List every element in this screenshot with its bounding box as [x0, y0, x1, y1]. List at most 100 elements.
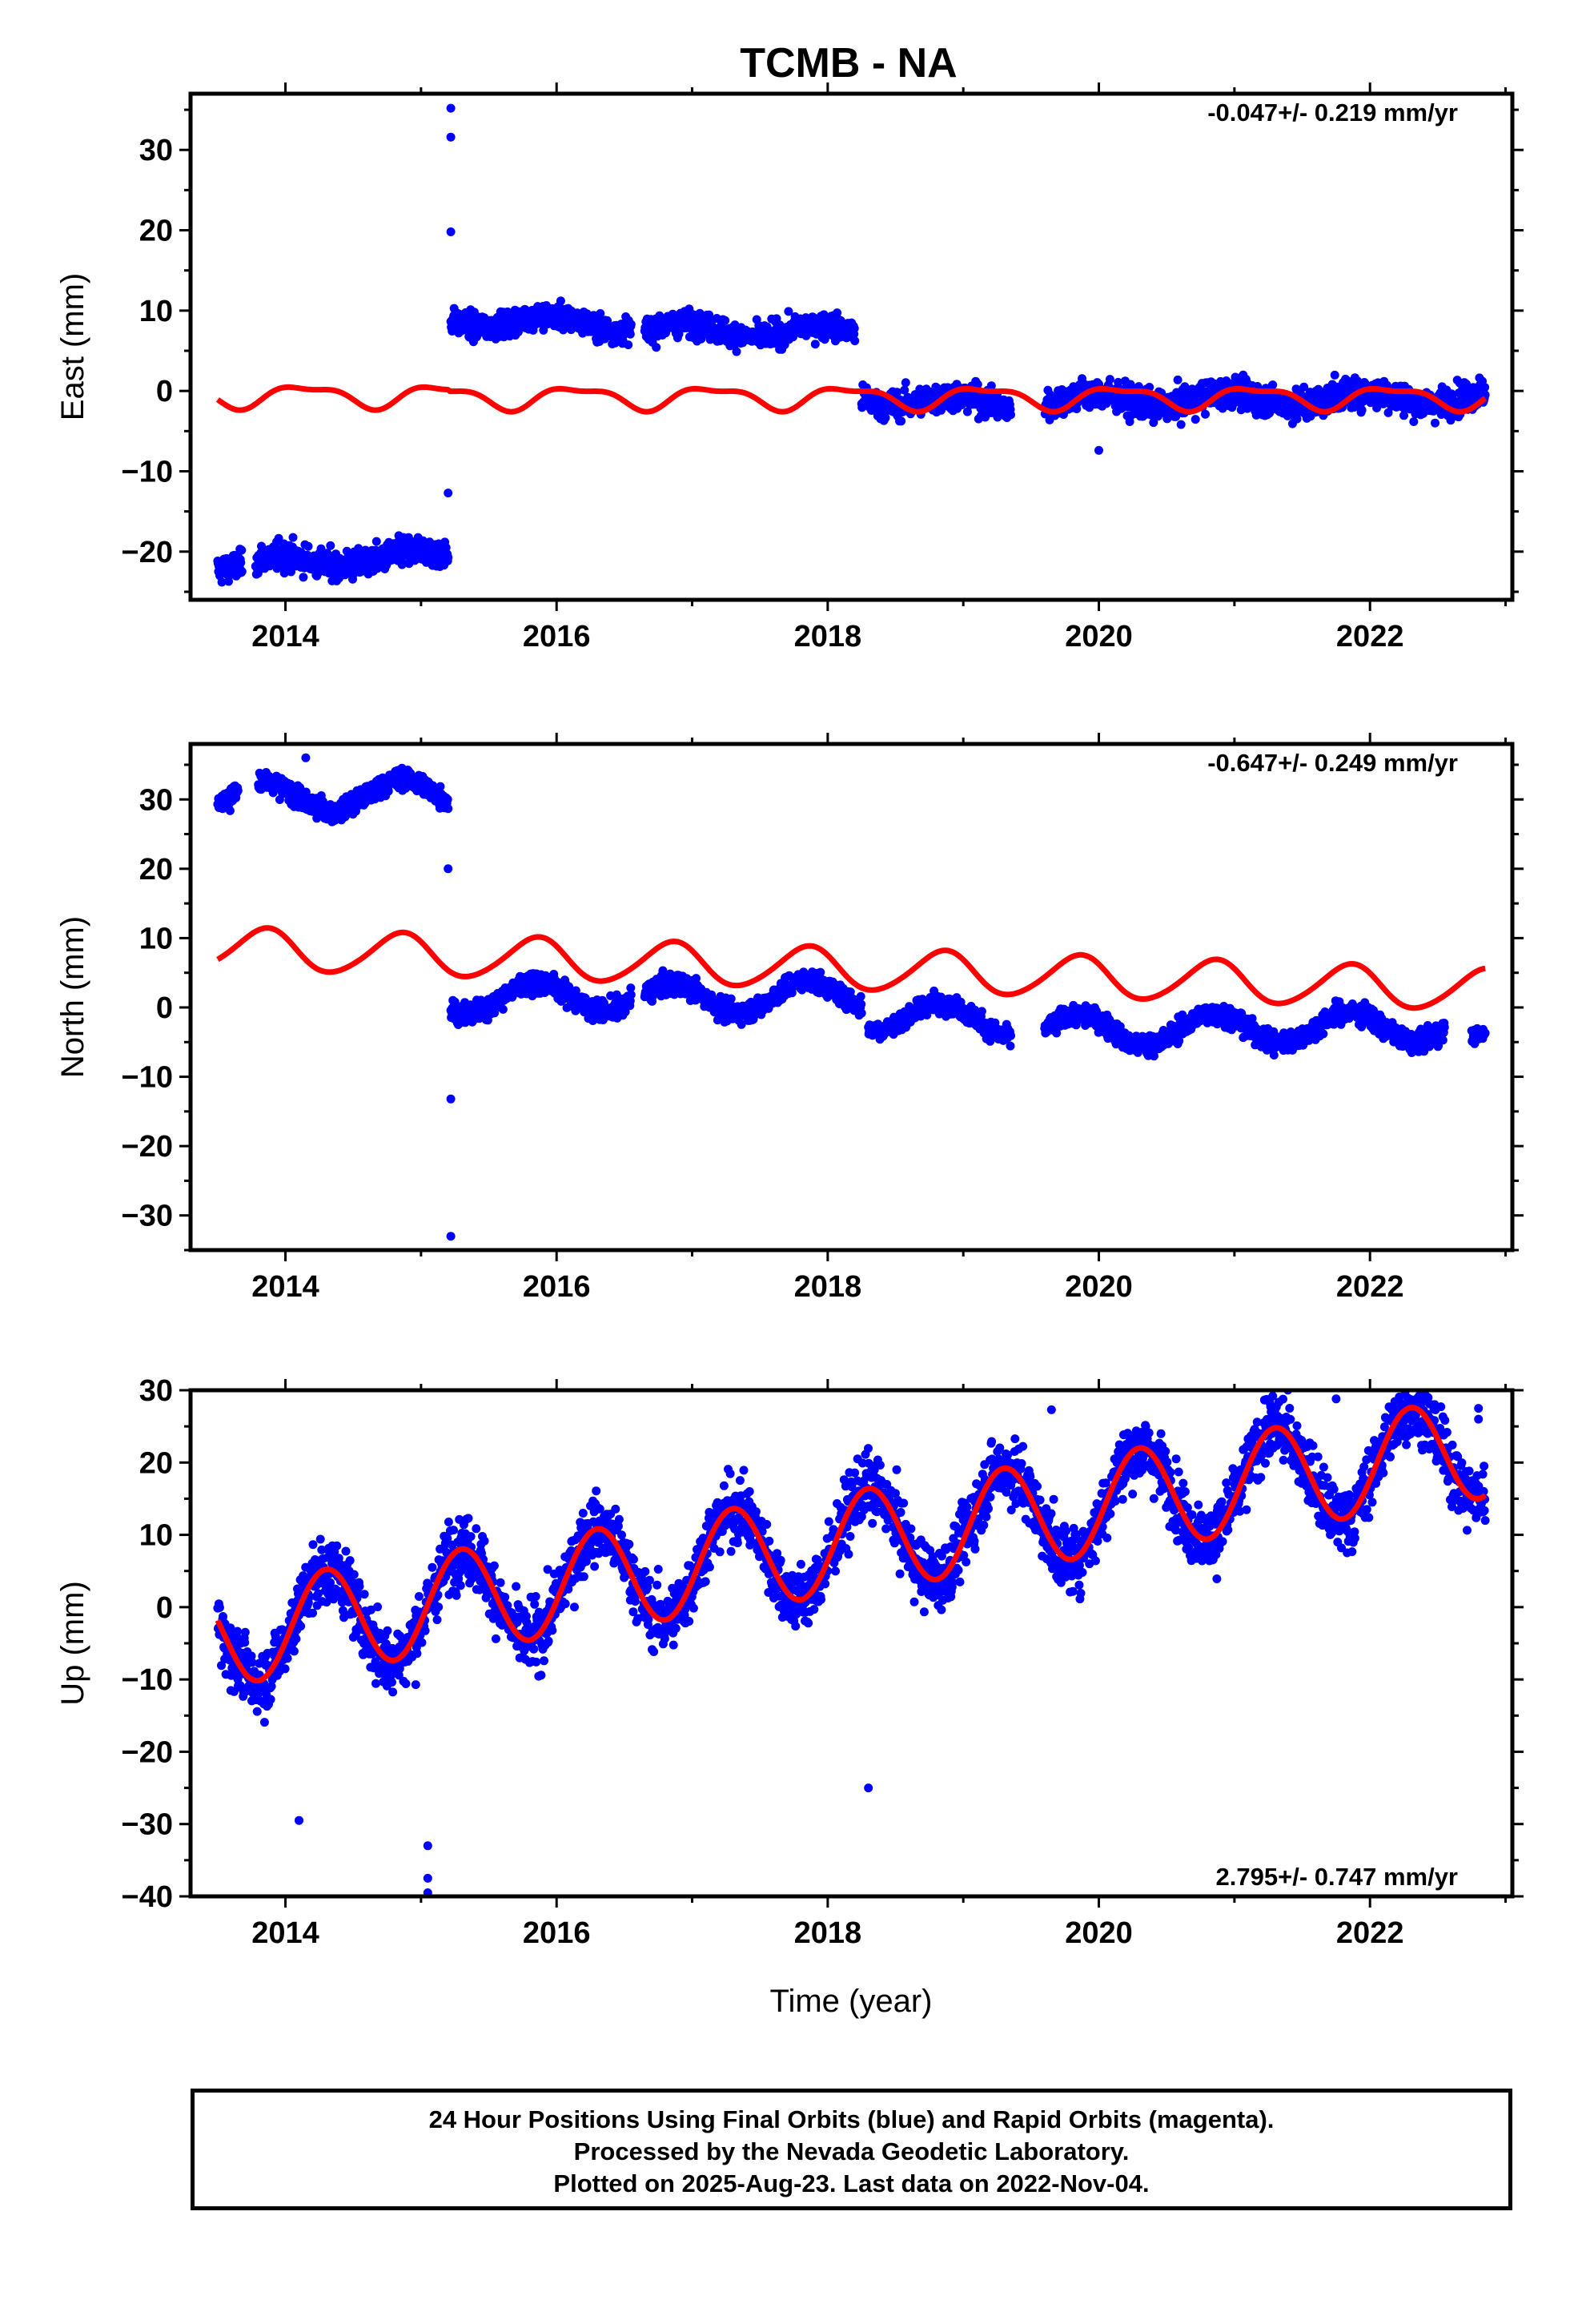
data-point: [237, 545, 247, 555]
data-point: [1299, 382, 1309, 392]
data-point: [444, 489, 453, 498]
data-point: [674, 329, 684, 339]
data-point: [962, 407, 972, 416]
data-point: [446, 103, 456, 113]
y-tick-label: 0: [156, 375, 173, 408]
data-point: [556, 296, 565, 306]
x-tick-label: 2014: [251, 620, 319, 653]
data-point: [1094, 445, 1103, 455]
data-point: [603, 316, 612, 325]
x-tick-label: 2018: [794, 620, 862, 653]
data-point: [224, 577, 233, 586]
data-point: [726, 994, 736, 1003]
data-point: [893, 388, 901, 397]
data-point: [1006, 1031, 1015, 1040]
y-tick-label: −20: [122, 536, 173, 569]
y-tick-label: 10: [139, 295, 173, 328]
data-point: [857, 999, 866, 1009]
data-point: [850, 336, 860, 346]
data-point: [443, 794, 452, 804]
data-point: [1191, 415, 1200, 424]
data-point: [833, 308, 842, 318]
data-point: [498, 1004, 508, 1014]
data-point: [1268, 380, 1278, 390]
data-point: [737, 1019, 746, 1029]
data-point: [299, 573, 308, 582]
data-point: [1201, 409, 1210, 419]
data-point: [513, 328, 523, 336]
data-point: [217, 577, 227, 587]
data-point: [1357, 405, 1367, 415]
x-tick-label: 2016: [523, 620, 591, 653]
data-point: [559, 325, 568, 335]
data-point: [257, 541, 266, 551]
data-point: [383, 786, 393, 796]
figure-title: TCMB - NA: [740, 40, 958, 86]
data-point: [977, 1007, 986, 1016]
data-point: [721, 316, 730, 325]
data-point: [571, 986, 580, 995]
data-point: [900, 385, 909, 395]
data-point: [1383, 408, 1393, 417]
data-point: [626, 990, 636, 999]
data-point: [856, 991, 865, 1001]
x-tick-label: 2020: [1065, 620, 1133, 653]
data-point: [610, 338, 620, 348]
east-points: [213, 103, 1490, 587]
data-point: [732, 347, 741, 356]
data-point: [849, 324, 859, 333]
data-point: [816, 967, 825, 977]
data-point: [539, 325, 548, 335]
data-point: [810, 340, 820, 349]
data-point: [625, 329, 635, 339]
data-point: [1399, 411, 1408, 420]
north-points: [213, 753, 1490, 1241]
data-point: [973, 380, 982, 389]
data-point: [233, 786, 243, 795]
north-panel: 2014 2016 2018 2020 2022−30−20−100102030Nort…: [55, 733, 1524, 1304]
y-tick-label: −10: [122, 455, 173, 489]
data-point: [624, 340, 633, 350]
east-model-line: [215, 384, 1488, 415]
data-point: [897, 416, 906, 426]
data-point: [237, 567, 247, 577]
data-point: [436, 782, 445, 791]
data-point: [1180, 382, 1190, 392]
x-tick-label: 2022: [1336, 620, 1404, 653]
data-point: [288, 533, 298, 542]
data-point: [1409, 417, 1419, 426]
data-point: [1006, 1041, 1015, 1051]
data-point: [398, 558, 408, 568]
data-point: [446, 227, 456, 236]
data-point: [1105, 375, 1114, 384]
data-point: [784, 307, 793, 316]
data-point: [626, 983, 636, 993]
data-point: [986, 381, 996, 391]
data-point: [274, 533, 283, 543]
data-point: [1006, 410, 1015, 420]
data-point: [236, 558, 246, 567]
east-rate-label: -0.047+/- 0.219 mm/yr: [1207, 99, 1458, 127]
east-y-axis-label: East (mm): [55, 273, 90, 420]
data-point: [901, 378, 910, 388]
east-frame: [188, 91, 1515, 602]
data-point: [881, 413, 890, 423]
y-tick-label: 20: [139, 215, 173, 248]
data-point: [596, 309, 605, 318]
data-point: [857, 1008, 866, 1018]
data-point: [652, 343, 661, 352]
data-point: [225, 806, 235, 815]
data-point: [1114, 377, 1123, 387]
data-point: [1292, 414, 1302, 424]
data-point: [1173, 375, 1182, 384]
y-tick-label: 30: [139, 134, 173, 167]
data-point: [705, 310, 714, 320]
data-point: [444, 804, 453, 814]
data-point: [303, 541, 313, 551]
east-panel: 2014 2016 2018 2020 2022 −20 −10 0 10 20 30 East (m…: [55, 82, 1524, 653]
data-point: [1176, 420, 1186, 429]
data-point: [692, 974, 701, 983]
data-point: [444, 553, 453, 562]
data-point: [326, 541, 335, 550]
